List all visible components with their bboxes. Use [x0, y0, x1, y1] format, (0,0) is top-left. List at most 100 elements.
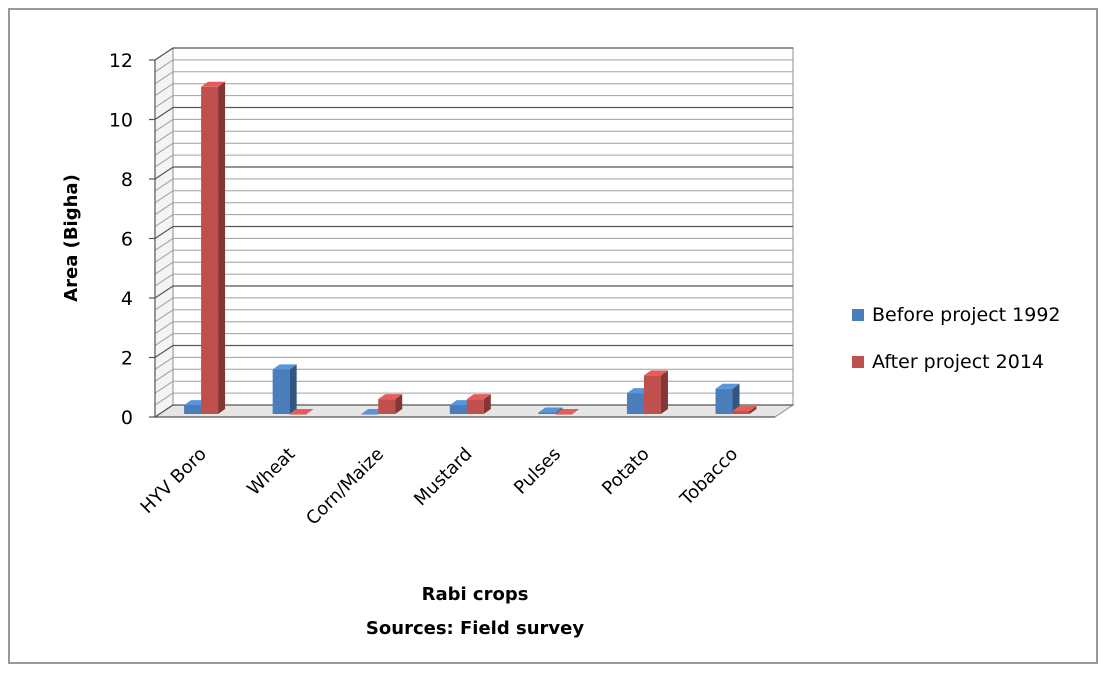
legend-swatch	[852, 309, 864, 321]
gridline-side	[154, 71, 174, 85]
gridline-side	[154, 118, 174, 132]
legend: Before project 1992 After project 2014	[852, 304, 1061, 373]
y-tick-label: 10	[109, 110, 133, 132]
bar-top	[272, 364, 297, 370]
gridline-side	[154, 380, 174, 394]
chart-walls	[153, 47, 795, 418]
bar-before-pulses	[538, 407, 563, 414]
x-tick-label: Mustard	[410, 444, 476, 510]
bar-top	[732, 406, 757, 412]
legend-swatch	[852, 356, 864, 368]
x-tick-label: Corn/Maize	[302, 444, 388, 530]
gridline-side	[154, 333, 174, 347]
gridline-side	[154, 95, 174, 109]
gridline-side	[154, 83, 174, 97]
bar-front	[201, 86, 219, 414]
gridline-side	[154, 130, 174, 144]
bar-top	[643, 370, 668, 376]
bar-front	[643, 375, 661, 414]
gridline-side	[154, 142, 174, 156]
bar-front	[538, 412, 556, 414]
bar-side	[732, 383, 740, 414]
bar-front	[466, 399, 484, 414]
bar-front	[184, 405, 202, 414]
bar-after-tobacco	[732, 406, 757, 414]
bar-after-corn-maize	[378, 394, 403, 414]
bar-front	[289, 414, 307, 415]
bar-side	[660, 370, 668, 414]
bar-front	[555, 414, 573, 415]
bar-top	[201, 81, 226, 87]
bar-front	[378, 399, 396, 414]
bar-side	[395, 394, 403, 414]
bar-before-tobacco	[715, 383, 740, 414]
bar-before-wheat	[272, 364, 297, 414]
gridline-side	[154, 273, 174, 287]
y-tick-labels: 0 2 4 6 8 10 12	[109, 50, 133, 429]
gridline-side	[154, 368, 174, 382]
bar-top	[378, 394, 403, 400]
y-tick-label: 6	[121, 229, 133, 251]
x-axis-source-note: Sources: Field survey	[366, 618, 584, 639]
bar-after-potato	[643, 370, 668, 414]
bar-front	[361, 414, 379, 415]
legend-entry: After project 2014	[872, 351, 1044, 373]
gridline-side	[154, 202, 174, 216]
bar-front	[449, 405, 467, 414]
x-tick-label: Wheat	[243, 444, 299, 500]
x-tick-label: Tobacco	[676, 444, 743, 511]
gridline-side	[154, 392, 174, 406]
gridline-side	[154, 249, 174, 263]
gridline-side	[154, 261, 174, 275]
x-axis-label: Rabi crops	[422, 584, 529, 605]
bar-front	[626, 393, 644, 414]
gridline-side	[154, 214, 174, 228]
gridline-side	[154, 226, 174, 239]
bar-after-wheat	[289, 409, 314, 415]
y-tick-label: 12	[109, 50, 133, 72]
y-tick-label: 0	[121, 407, 133, 429]
bar-side	[218, 81, 226, 414]
gridline-side	[154, 285, 174, 299]
gridline-side	[154, 237, 174, 251]
gridline-side	[154, 345, 174, 358]
gridline-side	[154, 107, 174, 120]
bar-side	[749, 406, 757, 414]
gridline-side	[154, 47, 174, 61]
bar-top	[715, 383, 740, 389]
gridline-side	[154, 154, 174, 168]
gridline-side	[154, 59, 174, 73]
bar-top	[538, 407, 563, 413]
bar-front	[272, 369, 290, 414]
bar-side	[555, 407, 563, 414]
bar-side	[289, 364, 297, 414]
gridline-side	[154, 309, 174, 323]
y-tick-label: 2	[121, 348, 133, 370]
x-tick-label: Potato	[598, 444, 653, 499]
y-tick-label: 8	[121, 169, 133, 191]
legend-entry: Before project 1992	[872, 304, 1061, 326]
bars	[184, 81, 757, 415]
gridline-side	[154, 404, 174, 418]
bar-top	[466, 394, 491, 400]
bar-after-pulses	[555, 409, 580, 415]
bar-top	[555, 409, 580, 414]
gridline-side	[154, 321, 174, 335]
gridline-side	[154, 166, 174, 180]
y-tick-label: 4	[121, 288, 133, 310]
x-tick-label: HYV Boro	[137, 444, 211, 518]
x-tick-label: Pulses	[510, 444, 565, 499]
gridline-side	[154, 297, 174, 311]
gridline-side	[154, 190, 174, 204]
gridline-side	[154, 356, 174, 370]
gridline-side	[154, 178, 174, 192]
bar-after-mustard	[466, 394, 491, 414]
y-axis-label: Area (Bigha)	[61, 174, 82, 302]
x-category-labels: HYV Boro Wheat Corn/Maize Mustard Pulses Pota…	[137, 444, 743, 530]
bar-front	[732, 411, 750, 414]
bar-after-hyv-boro	[201, 81, 226, 414]
bar-side	[483, 394, 491, 414]
bar-top	[289, 409, 314, 414]
bar-front	[715, 388, 733, 414]
